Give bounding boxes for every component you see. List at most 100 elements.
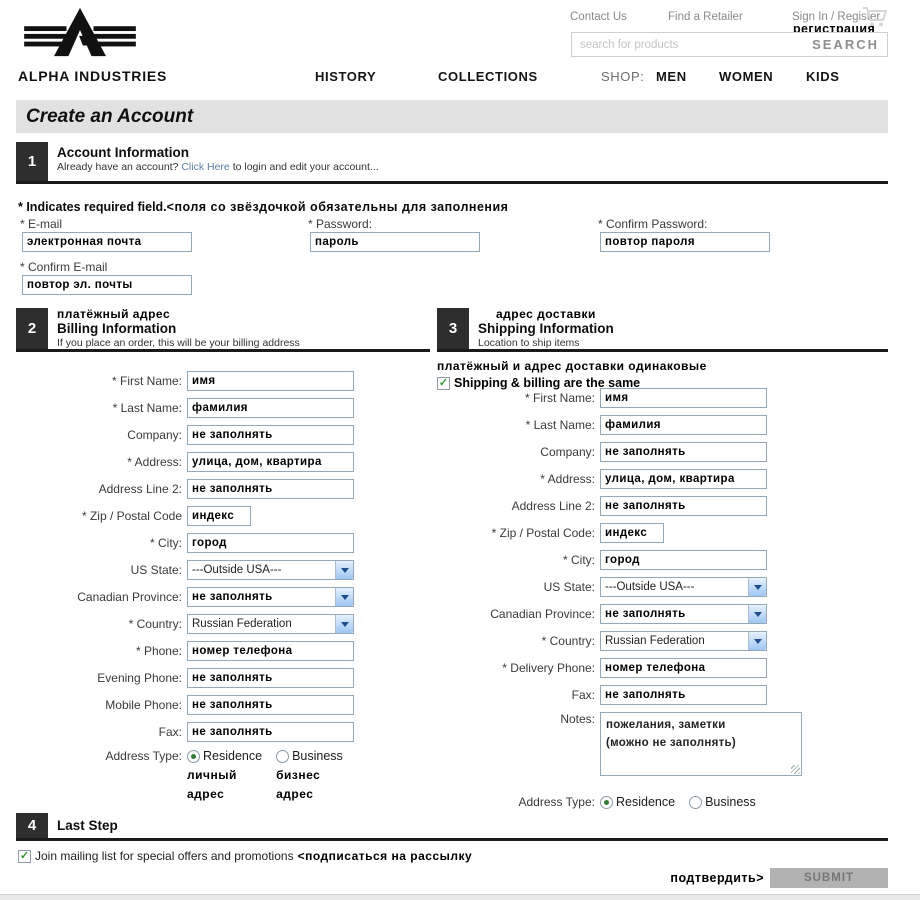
billing-address-type-annotation: бизнес адрес (276, 768, 321, 801)
billing-country-select[interactable]: Russian Federation (187, 614, 354, 634)
chevron-down-icon (335, 588, 353, 606)
billing-address-type-option-business: Business бизнес адрес (276, 749, 343, 803)
shipping-same-block: платёжный и адрес доставки одинаковые Sh… (437, 359, 707, 390)
billing-mobile-phone-input[interactable]: не заполнять (187, 695, 354, 715)
shipping-country-select[interactable]: Russian Federation (600, 631, 767, 651)
shipping-us-state-row: US State: ---Outside USA--- (437, 577, 888, 597)
billing-last-name-value: фамилия (192, 402, 248, 414)
shipping-address-type-option-business: Business (689, 795, 756, 809)
shipping-first-name-input[interactable]: имя (600, 388, 767, 408)
billing-canadian-province-selected-value: не заполнять (192, 591, 273, 603)
shipping-company-row: Company: не заполнять (437, 442, 888, 462)
billing-first-name-label: * First Name: (111, 374, 182, 388)
chevron-down-icon (748, 605, 766, 623)
billing-evening-phone-label: Evening Phone: (97, 671, 182, 685)
shipping-country-row: * Country: Russian Federation (437, 631, 888, 651)
shipping-last-name-input[interactable]: фамилия (600, 415, 767, 435)
billing-last-name-row: * Last Name: фамилия (16, 398, 436, 418)
email-input[interactable]: электронная почта (22, 232, 192, 252)
password-value: пароль (315, 236, 359, 248)
confirm-email-label: * Confirm E-mail (20, 260, 108, 274)
billing-address-label: * Address: (127, 455, 182, 469)
billing-fax-label: Fax: (158, 725, 182, 739)
account-subtitle-pre: Already have an account? (57, 161, 182, 173)
billing-first-name-input[interactable]: имя (187, 371, 354, 391)
brand-name: ALPHA INDUSTRIES (18, 68, 168, 84)
shipping-address-line-2-row: Address Line 2: не заполнять (437, 496, 888, 516)
billing-zip-row: * Zip / Postal Code индекс (16, 506, 436, 526)
cart-icon[interactable] (862, 6, 888, 28)
shipping-same-checkbox[interactable] (437, 376, 450, 390)
nav-women[interactable]: WOMEN (719, 69, 774, 84)
search-button[interactable]: SEARCH (812, 37, 879, 52)
billing-phone-value: номер телефона (192, 645, 293, 657)
shipping-zip-value: индекс (605, 527, 648, 539)
shipping-address-line-2-input[interactable]: не заполнять (600, 496, 767, 516)
billing-phone-input[interactable]: номер телефона (187, 641, 354, 661)
confirm-email-value: повтор эл. почты (27, 279, 133, 291)
shipping-address-type-radio-residence[interactable] (600, 795, 613, 809)
billing-address-line-2-input[interactable]: не заполнять (187, 479, 354, 499)
billing-address-type-radio-business[interactable] (276, 749, 290, 763)
shipping-delivery-phone-input[interactable]: номер телефона (600, 658, 767, 678)
shipping-address-type-option-residence: Residence (600, 795, 675, 809)
nav-shop-label: SHOP: (601, 69, 645, 84)
shipping-address-type-radio-business[interactable] (689, 795, 703, 809)
confirm-password-input[interactable]: повтор пароля (600, 232, 770, 252)
shipping-country-label: * Country: (541, 634, 595, 648)
billing-address-input[interactable]: улица, дом, квартира (187, 452, 354, 472)
nav-history[interactable]: HISTORY (315, 69, 377, 84)
email-label: * E-mail (20, 217, 63, 231)
shipping-city-input[interactable]: город (600, 550, 767, 570)
find-a-retailer-link[interactable]: Find a Retailer (668, 11, 743, 23)
shipping-us-state-selected-value: ---Outside USA--- (605, 581, 695, 593)
nav-kids[interactable]: KIDS (806, 69, 840, 84)
mailing-list-annotation: <подписаться на рассылку (297, 849, 473, 863)
billing-company-label: Company: (127, 428, 182, 442)
billing-phone-row: * Phone: номер телефона (16, 641, 436, 661)
billing-zip-input[interactable]: индекс (187, 506, 251, 526)
shipping-canadian-province-select[interactable]: не заполнять (600, 604, 767, 624)
billing-last-name-input[interactable]: фамилия (187, 398, 354, 418)
search-input[interactable]: search for products SEARCH (571, 32, 888, 57)
billing-address-line-2-value: не заполнять (192, 483, 273, 495)
billing-address-type-radio-residence[interactable] (187, 749, 200, 763)
billing-city-input[interactable]: город (187, 533, 354, 553)
click-here-link[interactable]: Click Here (181, 161, 230, 173)
sign-in-register-link[interactable]: Sign In / Register (792, 11, 881, 23)
section-title-shipping: Shipping Information (478, 321, 614, 336)
shipping-address-value: улица, дом, квартира (605, 473, 735, 485)
shipping-zip-input[interactable]: индекс (600, 523, 664, 543)
billing-us-state-select[interactable]: ---Outside USA--- (187, 560, 354, 580)
shipping-company-input[interactable]: не заполнять (600, 442, 767, 462)
billing-fax-input[interactable]: не заполнять (187, 722, 354, 742)
billing-evening-phone-input[interactable]: не заполнять (187, 668, 354, 688)
nav-collections[interactable]: COLLECTIONS (438, 69, 538, 84)
section-title-last-step: Last Step (57, 818, 118, 833)
billing-address-line-2-label: Address Line 2: (98, 482, 182, 496)
section-title-account: Account Information (57, 145, 189, 160)
shipping-delivery-phone-value: номер телефона (605, 662, 706, 674)
shipping-notes-textarea[interactable]: пожелания, заметки (можно не заполнять) (600, 712, 802, 776)
billing-country-row: * Country: Russian Federation (16, 614, 436, 634)
shipping-delivery-phone-label: * Delivery Phone: (502, 661, 595, 675)
submit-button[interactable]: SUBMIT (770, 868, 888, 888)
shipping-zip-label: * Zip / Postal Code: (491, 526, 595, 540)
mailing-list-checkbox[interactable] (18, 849, 31, 863)
billing-address-row: * Address: улица, дом, квартира (16, 452, 436, 472)
billing-canadian-province-select[interactable]: не заполнять (187, 587, 354, 607)
contact-us-link[interactable]: Contact Us (570, 11, 627, 23)
shipping-address-input[interactable]: улица, дом, квартира (600, 469, 767, 489)
password-input[interactable]: пароль (310, 232, 480, 252)
confirm-email-input[interactable]: повтор эл. почты (22, 275, 192, 295)
section-title-billing: Billing Information (57, 321, 177, 336)
shipping-canadian-province-row: Canadian Province: не заполнять (437, 604, 888, 624)
shipping-us-state-select[interactable]: ---Outside USA--- (600, 577, 767, 597)
billing-company-input[interactable]: не заполнять (187, 425, 354, 445)
chevron-down-icon (748, 578, 766, 596)
section-number-3: 3 (437, 308, 469, 349)
shipping-fax-input[interactable]: не заполнять (600, 685, 767, 705)
nav-men[interactable]: MEN (656, 69, 687, 84)
shipping-fields-column: * First Name: имя * Last Name: фамилия Compa… (437, 388, 888, 816)
required-note-annotation: <поля со звёздочкой обязательны для запо… (166, 200, 509, 214)
